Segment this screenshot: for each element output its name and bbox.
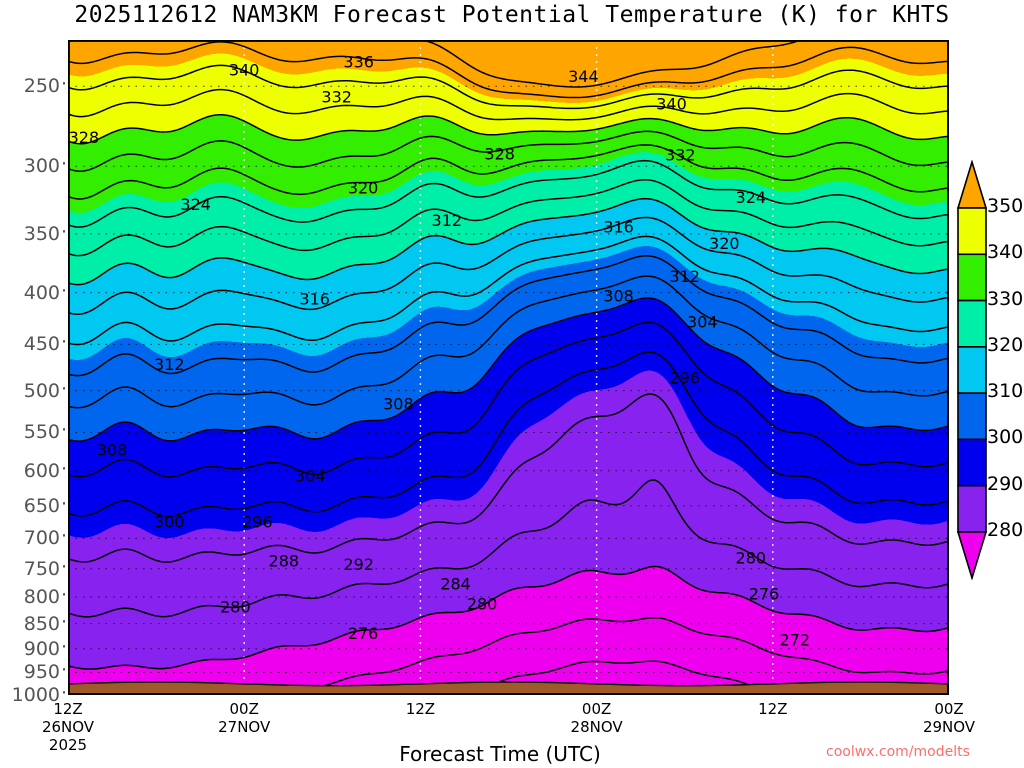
colorbar-label-340: 340 <box>987 241 1024 264</box>
svg-text:324: 324 <box>736 188 767 207</box>
y-tick-750: 750 <box>23 557 60 580</box>
svg-text:332: 332 <box>665 146 696 165</box>
svg-text:328: 328 <box>69 128 100 147</box>
colorbar-label-280: 280 <box>987 519 1024 541</box>
svg-text:332: 332 <box>321 87 352 106</box>
y-tick-600: 600 <box>23 459 60 482</box>
x-tick-time: 12Z <box>53 700 83 718</box>
svg-text:296: 296 <box>242 512 273 531</box>
y-tick-mark: · <box>61 221 68 243</box>
svg-text:304: 304 <box>687 313 718 332</box>
svg-text:280: 280 <box>220 598 251 617</box>
y-tick-900: 900 <box>23 637 60 660</box>
svg-text:336: 336 <box>343 53 374 72</box>
svg-text:292: 292 <box>343 555 374 574</box>
y-tick-400: 400 <box>23 281 60 304</box>
y-tick-mark: · <box>61 73 68 96</box>
svg-text:296: 296 <box>669 368 700 387</box>
svg-text:340: 340 <box>229 61 260 80</box>
contour-plot: 340 336 344 332 340 328 328 332 320 324 324 312 316 3… <box>68 40 949 695</box>
colorbar: 350 340 330 320 310 300 290 280 <box>955 159 1024 581</box>
x-tick-time: 12Z <box>758 700 788 718</box>
svg-text:276: 276 <box>348 624 379 643</box>
svg-text:324: 324 <box>180 195 211 214</box>
x-tick-time: 00Z <box>581 700 612 718</box>
svg-text:340: 340 <box>656 95 687 114</box>
svg-text:320: 320 <box>709 234 740 253</box>
svg-text:280: 280 <box>736 549 767 568</box>
y-tick-mark: · <box>61 635 68 658</box>
y-tick-850: 850 <box>23 612 60 635</box>
svg-text:316: 316 <box>299 290 330 309</box>
x-tick-year: 2025 <box>48 736 88 754</box>
y-tick-mark: · <box>61 279 68 302</box>
svg-text:308: 308 <box>603 287 634 306</box>
y-tick-mark: · <box>61 555 68 578</box>
y-tick-300: 300 <box>23 155 60 178</box>
svg-text:304: 304 <box>295 467 326 486</box>
x-tick-group-1: 00Z 27NOV <box>194 700 294 736</box>
y-tick-950: 950 <box>23 661 60 684</box>
y-tick-650: 650 <box>23 494 60 517</box>
watermark: coolwx.com/modelts <box>826 744 970 760</box>
svg-text:272: 272 <box>780 630 811 649</box>
svg-text:312: 312 <box>154 355 185 374</box>
x-tick-date: 28NOV <box>570 718 623 736</box>
svg-text:328: 328 <box>484 144 515 163</box>
x-axis-title: Forecast Time (UTC) <box>399 742 601 766</box>
x-tick-time: 00Z <box>934 700 964 718</box>
y-tick-1000: 1000 <box>11 684 60 706</box>
x-tick-date: 29NOV <box>922 718 976 736</box>
x-tick-group-2: 12Z <box>370 700 470 718</box>
y-tick-mark: · <box>61 377 68 400</box>
x-tick-group-4: 12Z <box>723 700 823 718</box>
y-tick-mark: · <box>61 584 68 606</box>
colorbar-swatches <box>956 159 988 581</box>
y-tick-mark: · <box>61 331 68 354</box>
plot-area: 340 336 344 332 340 328 328 332 320 324 324 312 316 3… <box>68 40 949 695</box>
y-tick-550: 550 <box>23 421 60 444</box>
svg-text:288: 288 <box>269 552 300 571</box>
x-tick-date: 26NOV <box>41 718 95 736</box>
svg-text:280: 280 <box>467 594 498 613</box>
y-tick-800: 800 <box>23 586 60 608</box>
svg-text:344: 344 <box>568 67 599 86</box>
svg-text:308: 308 <box>97 440 128 459</box>
y-tick-mark: · <box>61 419 68 442</box>
x-tick-group-3: 00Z 28NOV <box>547 700 647 736</box>
svg-text:320: 320 <box>348 178 379 197</box>
colorbar-label-300: 300 <box>987 426 1024 449</box>
y-tick-mark: · <box>61 492 68 515</box>
y-tick-mark: · <box>61 153 68 176</box>
x-tick-group-5: 00Z 29NOV <box>899 700 999 736</box>
page-title: 2025112612 NAM3KM Forecast Potential Tem… <box>74 2 950 28</box>
svg-text:276: 276 <box>749 585 780 604</box>
y-tick-mark: · <box>61 659 68 682</box>
x-tick-time: 00Z <box>229 700 259 718</box>
svg-text:284: 284 <box>440 575 471 594</box>
y-tick-250: 250 <box>23 75 60 98</box>
y-tick-500: 500 <box>23 379 60 402</box>
y-tick-700: 700 <box>23 527 60 550</box>
svg-text:312: 312 <box>669 267 700 286</box>
y-tick-350: 350 <box>23 223 60 245</box>
y-tick-mark: · <box>61 610 68 633</box>
svg-text:312: 312 <box>432 211 463 230</box>
colorbar-label-350: 350 <box>987 195 1024 217</box>
y-tick-mark: · <box>61 457 68 480</box>
svg-text:300: 300 <box>154 512 185 531</box>
x-tick-group-0: 12Z 26NOV 2025 <box>18 700 118 754</box>
colorbar-label-290: 290 <box>987 472 1024 495</box>
y-tick-450: 450 <box>23 333 60 356</box>
y-tick-mark: · <box>61 682 68 704</box>
x-tick-time: 12Z <box>405 700 436 718</box>
colorbar-label-320: 320 <box>987 333 1024 356</box>
colorbar-label-310: 310 <box>987 380 1024 403</box>
colorbar-label-330: 330 <box>987 287 1024 310</box>
y-tick-mark: · <box>61 525 68 548</box>
svg-text:316: 316 <box>603 218 634 237</box>
x-tick-date: 27NOV <box>218 718 271 736</box>
svg-text:308: 308 <box>383 395 414 414</box>
